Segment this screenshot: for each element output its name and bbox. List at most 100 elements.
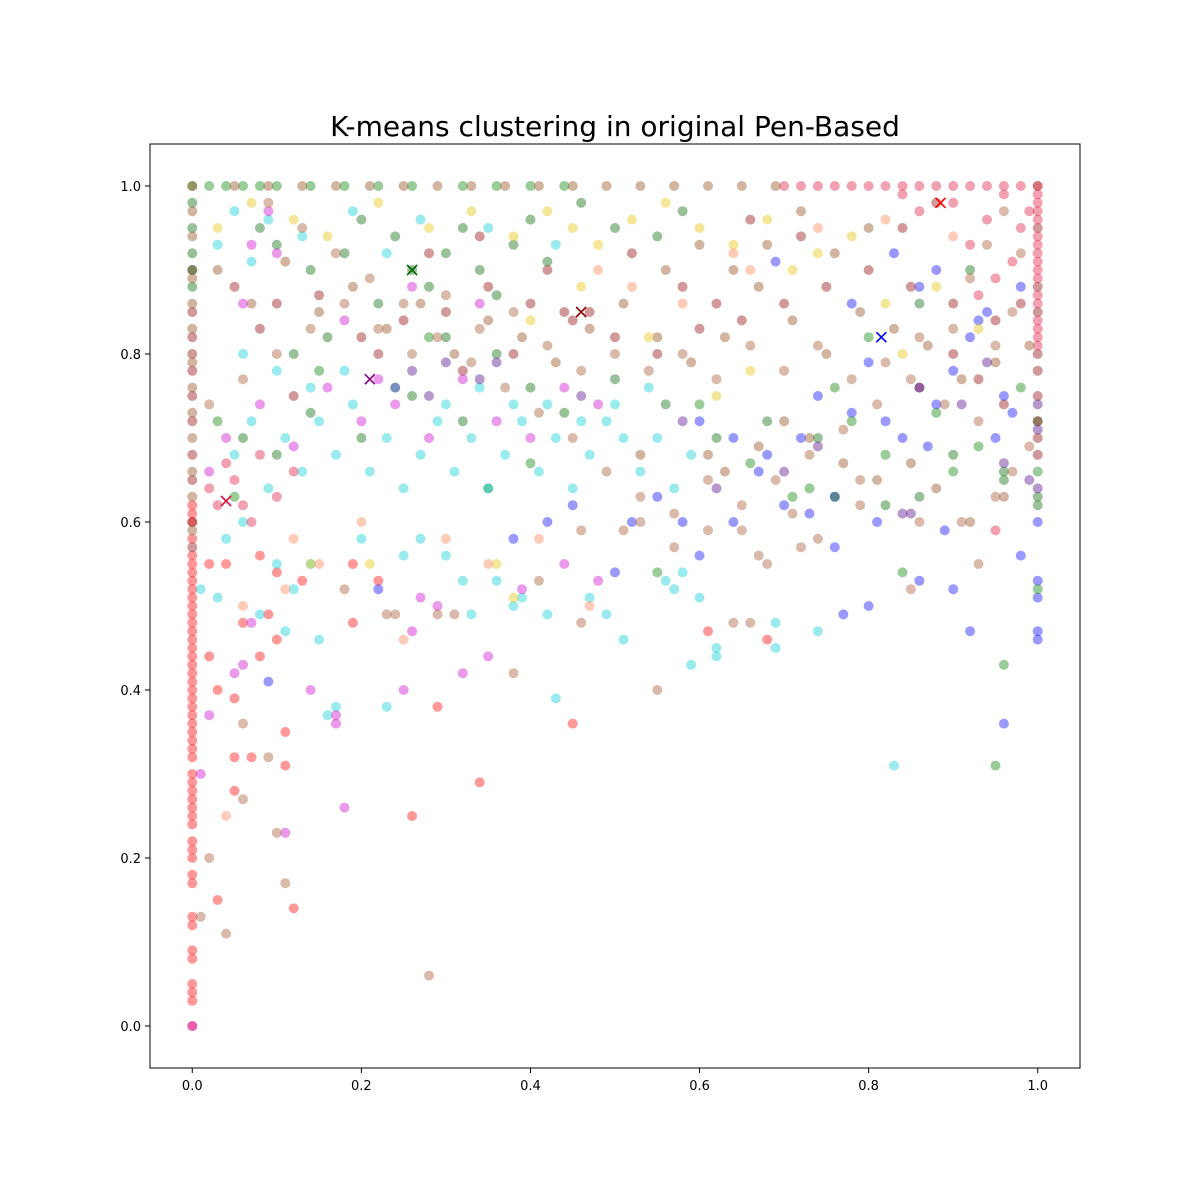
data-point <box>753 466 764 477</box>
data-point <box>889 323 899 334</box>
data-point <box>187 407 198 418</box>
data-point <box>187 181 198 191</box>
data-point <box>187 298 198 309</box>
data-point <box>567 315 578 326</box>
data-point <box>601 609 612 620</box>
data-point <box>432 601 443 611</box>
data-point <box>187 500 198 511</box>
data-point <box>288 349 299 359</box>
data-point <box>271 349 282 359</box>
data-point <box>1032 399 1043 410</box>
data-point <box>770 617 781 628</box>
data-point <box>1032 416 1043 427</box>
data-point <box>187 643 198 653</box>
data-point <box>187 197 198 208</box>
data-point <box>652 567 663 578</box>
data-point <box>187 525 198 536</box>
data-point <box>711 643 722 653</box>
data-point <box>381 248 392 259</box>
data-point <box>762 634 773 645</box>
data-point <box>246 617 257 628</box>
data-point <box>212 239 223 250</box>
data-point <box>610 399 620 410</box>
data-point <box>1032 290 1043 301</box>
data-point <box>297 575 308 586</box>
data-point <box>204 399 215 410</box>
data-point <box>533 466 544 477</box>
data-point <box>796 206 806 217</box>
data-point <box>271 298 282 309</box>
data-point <box>1007 256 1018 267</box>
data-point <box>457 181 468 191</box>
data-point <box>542 340 553 351</box>
data-point <box>610 349 620 359</box>
data-point <box>390 231 401 242</box>
data-point <box>254 449 265 460</box>
data-point <box>187 231 198 242</box>
data-point <box>1024 441 1035 452</box>
data-point <box>998 399 1009 410</box>
data-point <box>601 181 612 191</box>
data-point <box>542 256 553 267</box>
data-point <box>593 265 604 275</box>
data-point <box>305 559 316 569</box>
centroid-marker <box>934 197 947 209</box>
data-point <box>398 483 409 494</box>
data-point <box>728 265 739 275</box>
data-point <box>390 609 401 620</box>
data-point <box>1032 181 1043 191</box>
data-point <box>483 483 494 494</box>
data-point <box>1032 433 1043 443</box>
data-point <box>804 508 815 519</box>
data-point <box>373 349 384 359</box>
data-point <box>542 609 553 620</box>
data-point <box>939 525 950 536</box>
data-point <box>914 332 925 343</box>
data-point <box>838 609 849 620</box>
data-point <box>745 365 756 376</box>
data-point <box>618 525 629 536</box>
data-point <box>246 256 257 267</box>
data-point <box>187 710 198 721</box>
data-point <box>305 407 316 418</box>
data-point <box>990 273 1001 284</box>
data-point <box>474 323 485 334</box>
data-point <box>238 601 248 611</box>
data-point <box>187 945 198 956</box>
data-point <box>652 231 663 242</box>
data-point <box>1007 407 1018 418</box>
data-point <box>322 382 333 393</box>
data-point <box>373 575 384 586</box>
data-point <box>280 827 291 838</box>
data-point <box>187 391 198 401</box>
data-point <box>973 374 984 385</box>
data-point <box>407 626 418 637</box>
data-point <box>238 298 248 309</box>
data-point <box>635 181 646 191</box>
data-point <box>1032 584 1043 595</box>
data-point <box>280 584 291 595</box>
data-point <box>694 416 705 427</box>
data-point <box>212 500 223 511</box>
data-point <box>1032 197 1043 208</box>
data-point <box>246 197 257 208</box>
data-point <box>998 189 1009 200</box>
data-point <box>508 668 519 679</box>
data-point <box>187 433 198 443</box>
data-point <box>187 517 198 527</box>
data-point <box>187 651 198 662</box>
data-point <box>187 559 198 569</box>
data-point <box>796 433 806 443</box>
data-point <box>407 391 418 401</box>
data-point <box>187 668 198 679</box>
data-point <box>1007 466 1018 477</box>
data-point <box>432 701 443 712</box>
data-point <box>829 181 840 191</box>
data-point <box>1032 365 1043 376</box>
data-point <box>990 433 1001 443</box>
data-point <box>1032 466 1043 477</box>
data-point <box>288 903 299 914</box>
data-point <box>779 181 790 191</box>
data-point <box>1015 248 1026 259</box>
data-point <box>187 1021 198 1031</box>
